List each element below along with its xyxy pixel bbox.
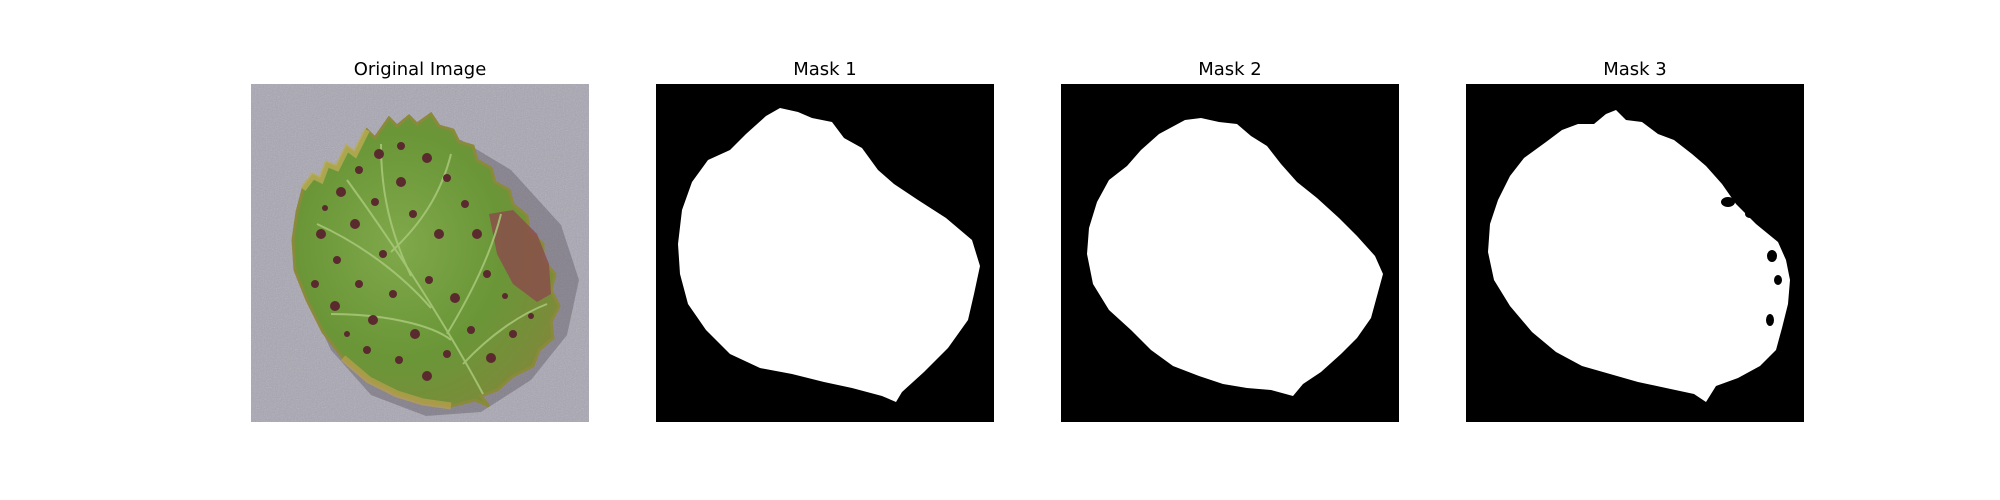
mask-2-image (1061, 84, 1399, 422)
mask-1-panel (656, 84, 994, 422)
mask-3-holes (1721, 197, 1782, 326)
mask-2-panel (1061, 84, 1399, 422)
leaf-photo (251, 84, 589, 422)
mask-3-image (1466, 84, 1804, 422)
leaf-veins (316, 143, 548, 395)
panel-title-mask-3: Mask 3 (1603, 59, 1667, 80)
mask-1-region (678, 108, 980, 402)
mask-3-panel (1466, 84, 1804, 422)
original-image-panel (251, 84, 589, 422)
leaf-lesions (311, 142, 534, 381)
panel-title-mask-1: Mask 1 (793, 59, 857, 80)
panel-title-mask-2: Mask 2 (1198, 59, 1262, 80)
panel-title-original: Original Image (353, 59, 487, 80)
mask-1-image (656, 84, 994, 422)
mask-3-region (1488, 110, 1790, 402)
mask-2-region (1087, 118, 1383, 396)
